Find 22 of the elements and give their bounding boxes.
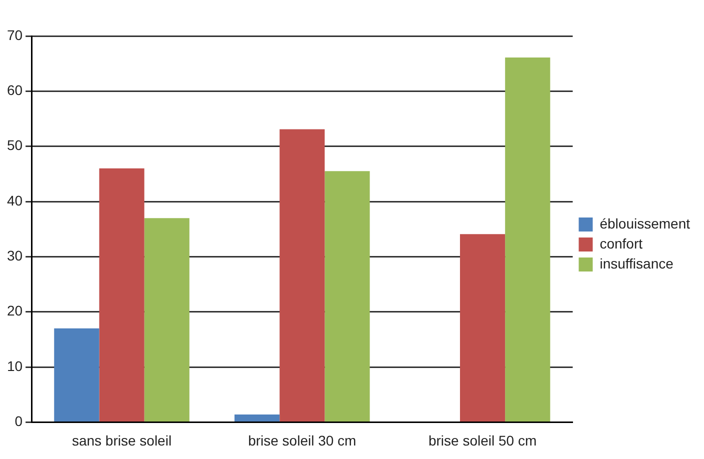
bar bbox=[99, 168, 144, 422]
bar bbox=[460, 234, 506, 422]
legend-label: insuffisance bbox=[600, 255, 674, 272]
bar bbox=[234, 414, 280, 422]
legend-label: confort bbox=[600, 235, 643, 252]
bar bbox=[54, 328, 100, 422]
bar bbox=[324, 171, 370, 422]
x-tick-label: brise soleil 30 cm bbox=[248, 432, 356, 448]
legend-label: éblouissement bbox=[600, 215, 690, 232]
bar bbox=[505, 58, 550, 422]
bar bbox=[144, 218, 190, 422]
y-tick-label: 30 bbox=[6, 248, 23, 264]
y-tick-label: 70 bbox=[6, 26, 23, 43]
y-tick-label: 10 bbox=[6, 358, 23, 374]
x-tick-label: sans brise soleil bbox=[72, 432, 172, 448]
y-tick-label: 60 bbox=[6, 82, 23, 98]
x-tick-label: brise soleil 50 cm bbox=[428, 432, 537, 448]
bar bbox=[280, 129, 325, 422]
y-tick-label: 0 bbox=[14, 413, 23, 430]
y-tick-label: 20 bbox=[6, 302, 23, 319]
y-tick-label: 50 bbox=[6, 137, 23, 154]
y-tick-label: 40 bbox=[6, 192, 23, 208]
